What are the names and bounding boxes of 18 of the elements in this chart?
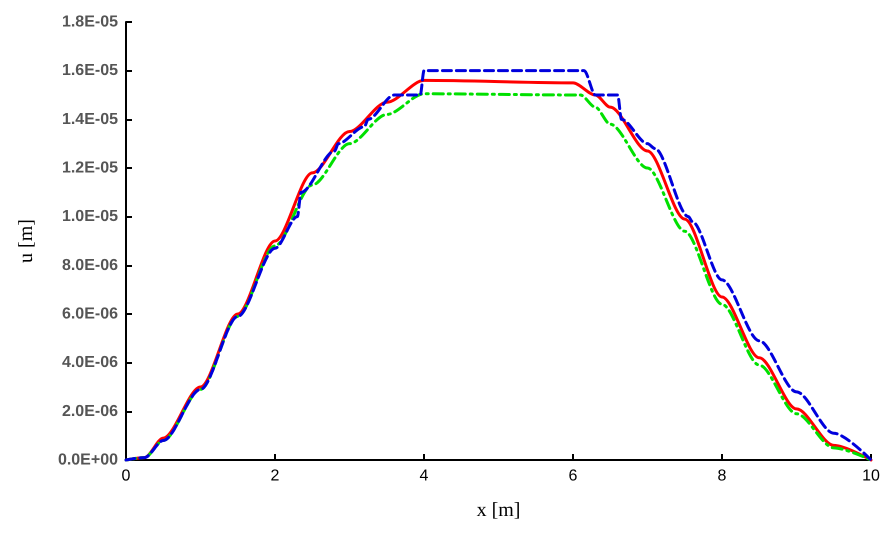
x-tick-label: 10 [862, 468, 880, 484]
y-tick-label: 2.0E-06 [62, 402, 118, 420]
y-tick-label: 1.0E-05 [62, 208, 118, 226]
y-tick-label: 8.0E-06 [62, 256, 118, 274]
y-tick-label: 0.0E+00 [58, 452, 118, 468]
x-tick-label: 6 [568, 468, 578, 484]
x-tick-label: 8 [718, 468, 727, 484]
y-tick-label: 1.2E-05 [62, 160, 118, 176]
x-tick-label: 0 [122, 468, 131, 484]
y-tick-label: 1.6E-05 [62, 62, 118, 80]
x-tick-label: 2 [270, 468, 280, 484]
y-tick-label: 1.4E-05 [62, 110, 118, 128]
y-axis-title: u [m] [15, 219, 37, 263]
y-tick-label: 6.0E-06 [62, 306, 118, 322]
x-tick-label: 4 [420, 468, 429, 484]
y-tick-label: 1.8E-05 [62, 14, 118, 30]
y-tick-label: 4.0E-06 [62, 354, 118, 372]
x-axis-title: x [m] [476, 499, 520, 521]
